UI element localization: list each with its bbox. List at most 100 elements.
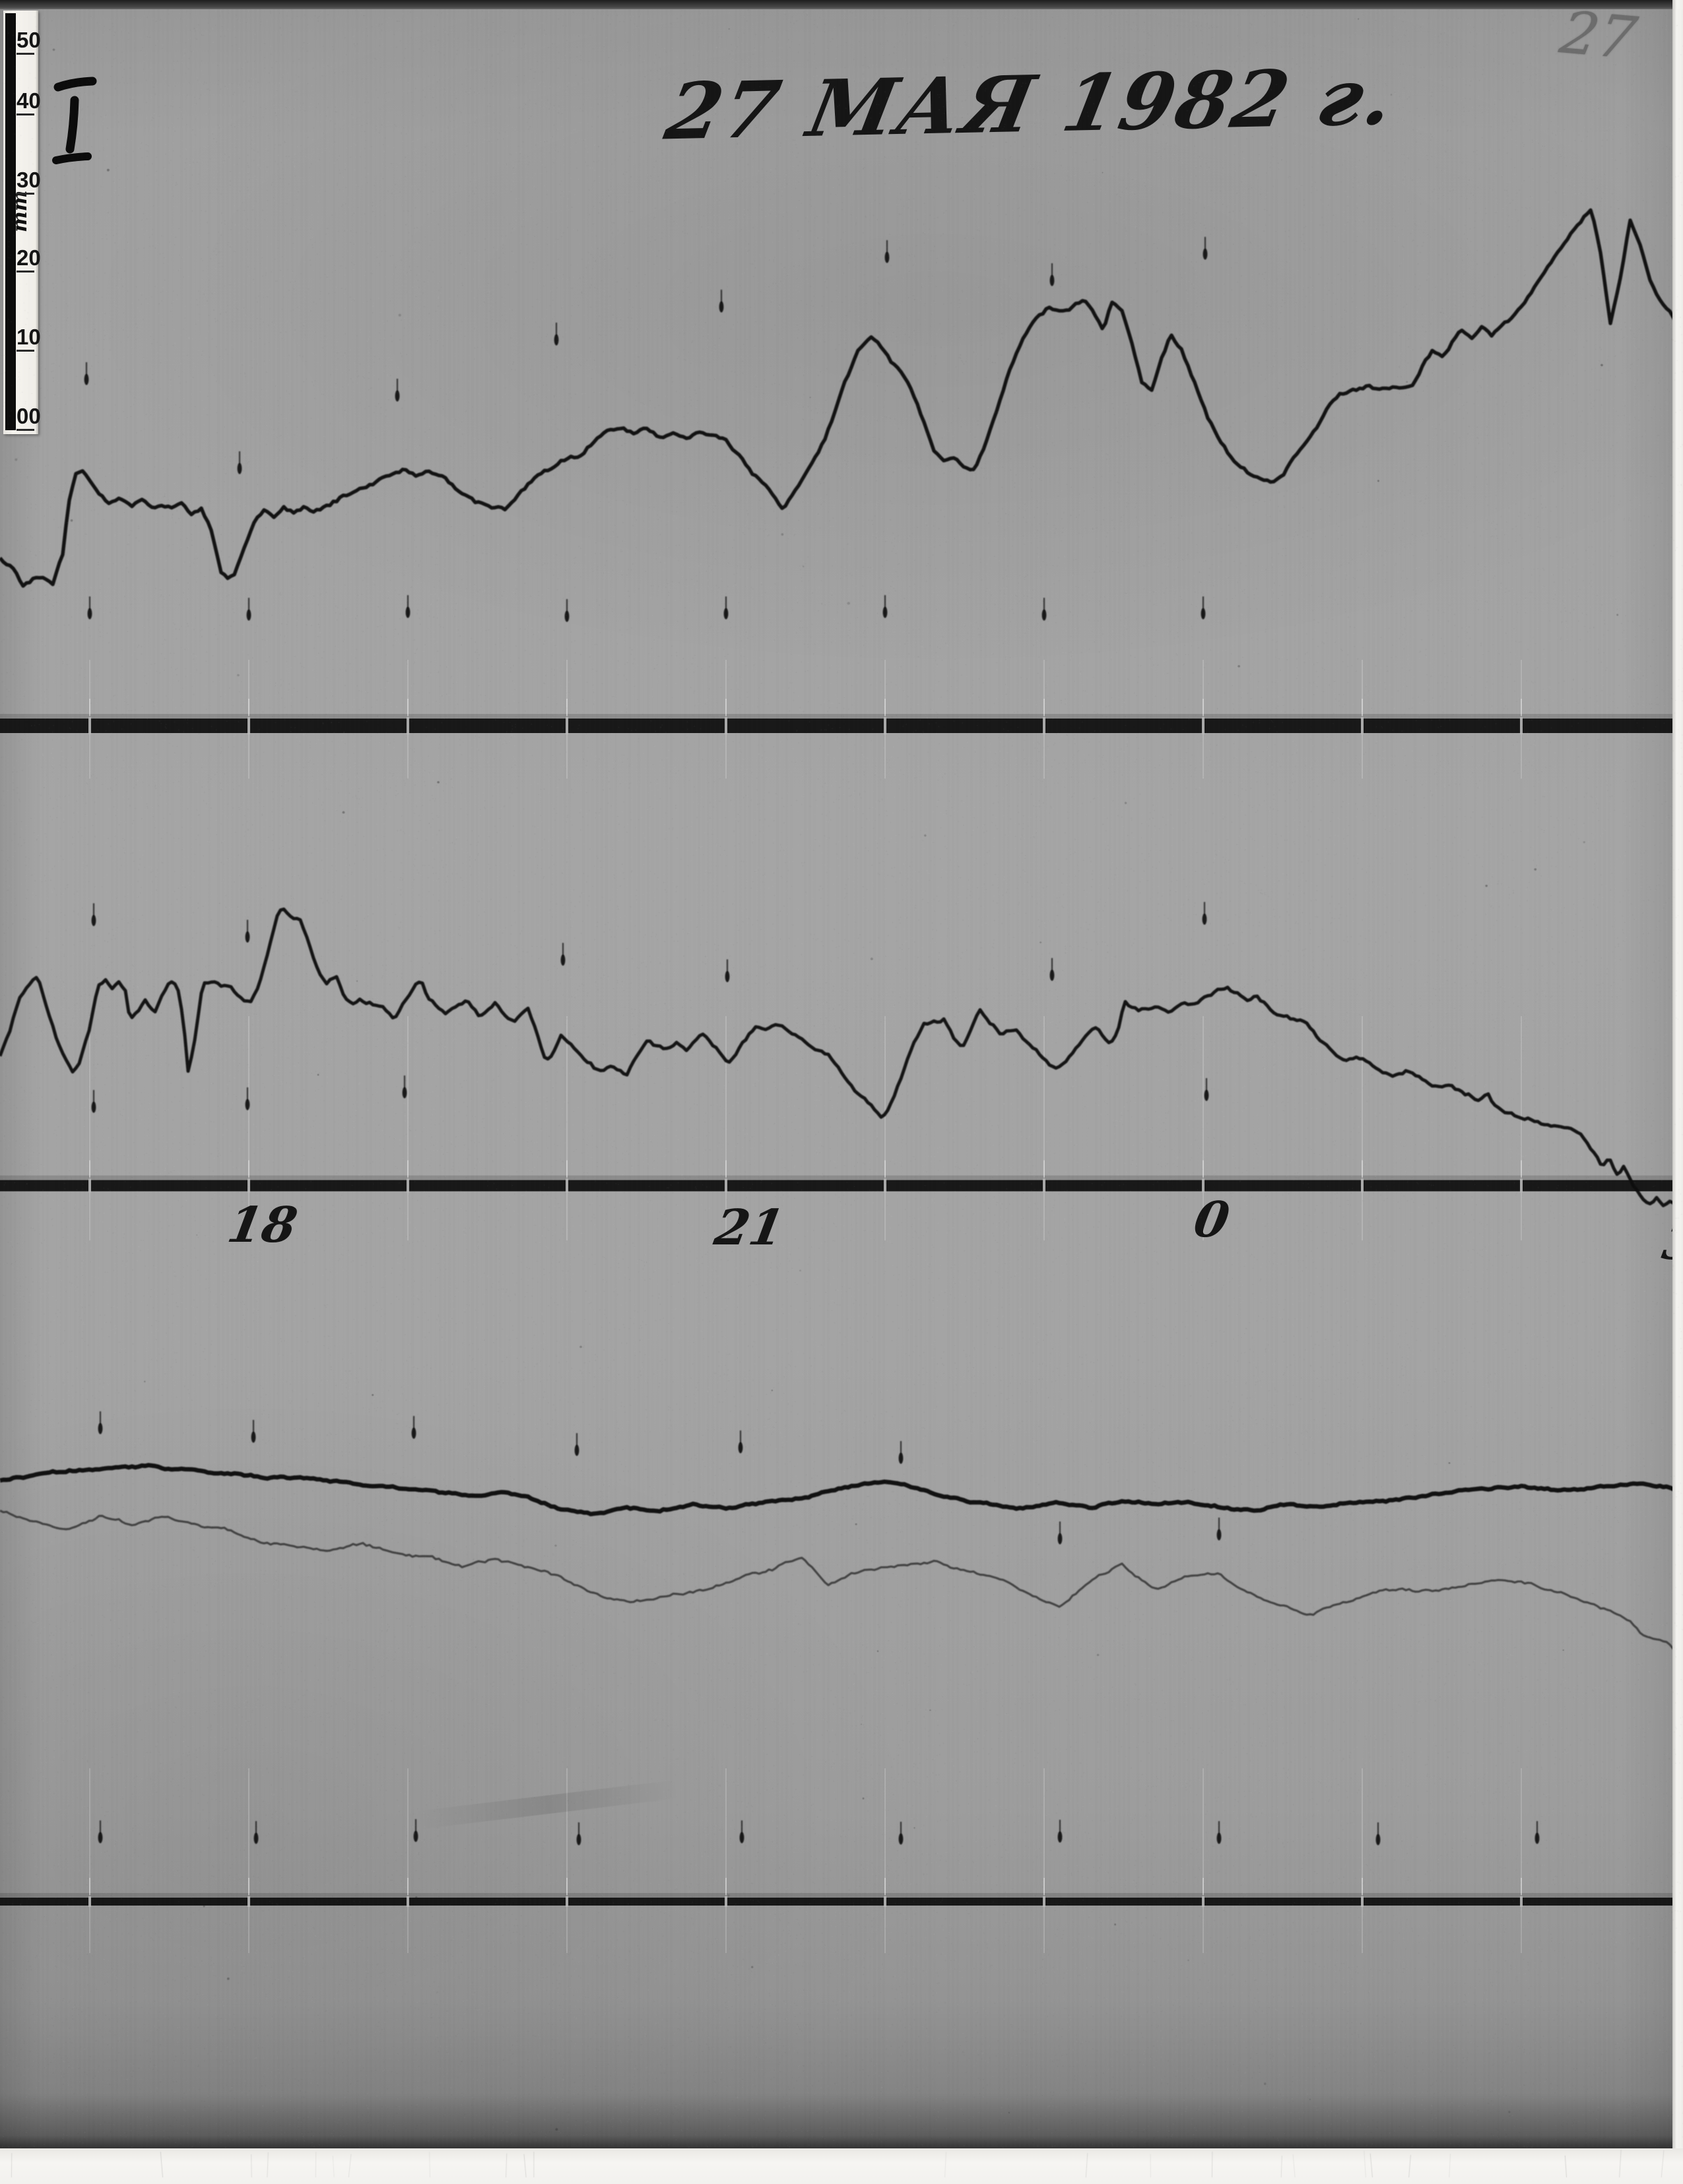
hour-mark-above-trace-2 [1202,902,1207,925]
hour-tick-streak [1521,699,1522,716]
hour-tick-gap [407,717,409,734]
hour-label-21: 21 [710,1200,789,1256]
hour-tick-streak [1521,1878,1522,1895]
hour-mark-above-trace-2 [560,943,566,966]
hour-tick-streak [1043,1878,1045,1895]
hour-mark-below-trace-1 [87,596,92,620]
hour-mark-above-bottom-line [739,1820,744,1844]
hour-tick-gap [1202,717,1204,734]
hour-mark-above-bottom-line [1216,1821,1222,1844]
ruler-tick [16,113,34,115]
hour-tick-streak [1362,1160,1363,1178]
hour-mark-below-trace-1 [1041,598,1047,621]
hour-tick-gap [725,717,727,734]
hour-tick-streak [725,1160,727,1178]
hour-tick-streak [1362,699,1363,716]
hour-tick-gap [566,717,568,734]
baseline-group [0,699,1682,1907]
hour-tick-streak [1203,1160,1204,1178]
hour-tick-gap [884,1896,886,1907]
ruler-tick [16,429,34,431]
hour-tick-gap [1361,1178,1364,1193]
hour-tick-gap [725,1178,727,1193]
ruler-label-10: 10 [16,325,41,349]
separator-line-1 [0,719,1672,733]
scan-right-margin [1672,0,1683,2184]
hour-tick-gap [1361,1896,1364,1907]
ruler-label-00: 00 [16,404,41,428]
hour-tick-gap [1520,717,1523,734]
hour-tick-streak [1043,699,1045,716]
hour-mark-above-trace-3 [1057,1522,1063,1545]
ruler-tick [16,271,34,273]
hour-mark-above-trace-3 [251,1420,256,1443]
hour-mark-above-trace-1 [884,240,890,263]
trace-4 [0,1509,1683,1659]
ruler-label-20: 20 [16,245,41,270]
hour-mark-above-trace-1 [395,379,400,402]
hour-mark-above-trace-2 [725,959,730,982]
hour-tick-gap [1043,1896,1045,1907]
hour-tick-streak [1203,1878,1204,1895]
hour-mark-above-trace-3 [738,1430,743,1454]
hour-mark-below-trace-1 [882,595,888,618]
hour-mark-above-trace-2 [91,903,96,926]
hour-mark-above-bottom-line [1375,1822,1381,1846]
trace-3 [0,1463,1683,1517]
hour-mark-above-trace-1 [84,362,89,385]
hour-tick-gap [1520,1178,1523,1193]
hour-tick-gap [725,1896,727,1907]
ruler-label-40: 40 [16,88,41,113]
hour-tick-streak [1362,1878,1363,1895]
hour-tick-gap [407,1178,409,1193]
hour-tick-gap [884,1178,886,1193]
hour-mark-below-trace-1 [246,598,251,621]
hour-mark-below-trace-1 [723,596,729,620]
hour-mark-above-bottom-line [98,1820,103,1844]
hour-tick-streak [407,699,409,716]
hour-mark-above-trace-1 [237,451,242,474]
hour-tick-streak [89,699,90,716]
hour-mark-above-trace-3 [98,1411,103,1434]
ruler-label-30: 30 [16,168,41,192]
hour-label-18: 18 [223,1197,302,1254]
ruler-label-50: 50 [16,28,41,52]
hour-tick-gap [88,717,91,734]
hour-tick-streak [566,1160,568,1178]
hour-mark-above-bottom-line [1534,1821,1540,1844]
trace-1 [0,208,1683,588]
ruler-tick [16,350,34,352]
hour-mark-below-trace-1 [405,595,411,618]
trace-2 [0,907,1683,1208]
mm-scale-ruler: 50 40 30 20 10 00 mm [3,11,41,434]
time-baseline [0,1180,1672,1192]
hour-mark-above-bottom-line [1057,1820,1063,1843]
hour-tick-streak [884,1160,886,1178]
hour-mark-above-bottom-line [576,1822,581,1846]
hour-tick-streak [89,1160,90,1178]
separator-line-1-soft-edge [0,714,1672,719]
hour-mark-above-trace-2 [1049,958,1055,981]
hour-tick-gap [248,1178,250,1193]
hour-mark-above-trace-3 [574,1433,579,1456]
hour-mark-below-trace-1 [1201,596,1206,620]
hour-tick-gap [88,1178,91,1193]
hour-mark-above-bottom-line [413,1819,418,1842]
hour-mark-below-trace-2 [1204,1078,1209,1101]
hour-tick-streak [1203,699,1204,716]
hour-tick-gap [1202,1896,1204,1907]
ruler-tick [16,53,34,55]
hour-tick-gap [1361,717,1364,734]
hour-tick-gap [407,1896,409,1907]
hour-tick-gap [1043,717,1045,734]
separator-line-3 [0,1898,1672,1906]
hour-mark-below-trace-1 [564,599,570,622]
hour-mark-above-trace-3 [898,1441,904,1464]
hour-tick-streak [884,1878,886,1895]
separator-line-3-soft-edge [0,1893,1672,1898]
hour-tick-gap [1043,1178,1045,1193]
hour-tick-streak [725,1878,727,1895]
ruler-unit-label: mm [9,190,32,233]
